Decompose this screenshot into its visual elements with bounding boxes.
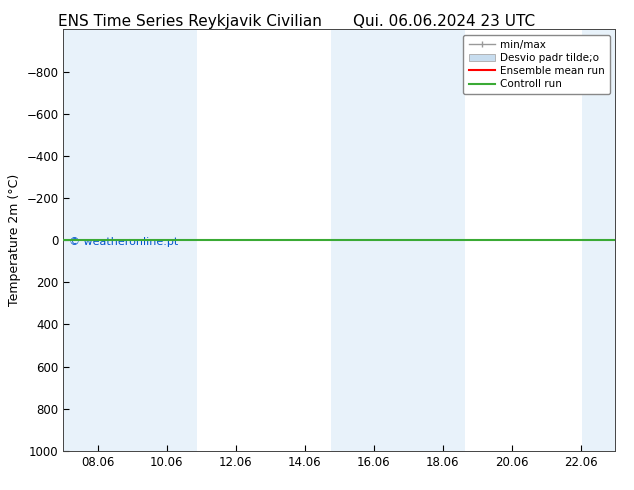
Bar — [331, 29, 398, 451]
Bar — [130, 29, 197, 451]
Text: Qui. 06.06.2024 23 UTC: Qui. 06.06.2024 23 UTC — [353, 14, 535, 29]
Text: ENS Time Series Reykjavik Civilian: ENS Time Series Reykjavik Civilian — [58, 14, 322, 29]
Bar — [398, 29, 465, 451]
Text: © weatheronline.pt: © weatheronline.pt — [69, 237, 178, 247]
Bar — [63, 29, 130, 451]
Legend: min/max, Desvio padr tilde;o, Ensemble mean run, Controll run: min/max, Desvio padr tilde;o, Ensemble m… — [463, 35, 610, 95]
Bar — [581, 29, 615, 451]
Y-axis label: Temperature 2m (°C): Temperature 2m (°C) — [8, 174, 21, 306]
